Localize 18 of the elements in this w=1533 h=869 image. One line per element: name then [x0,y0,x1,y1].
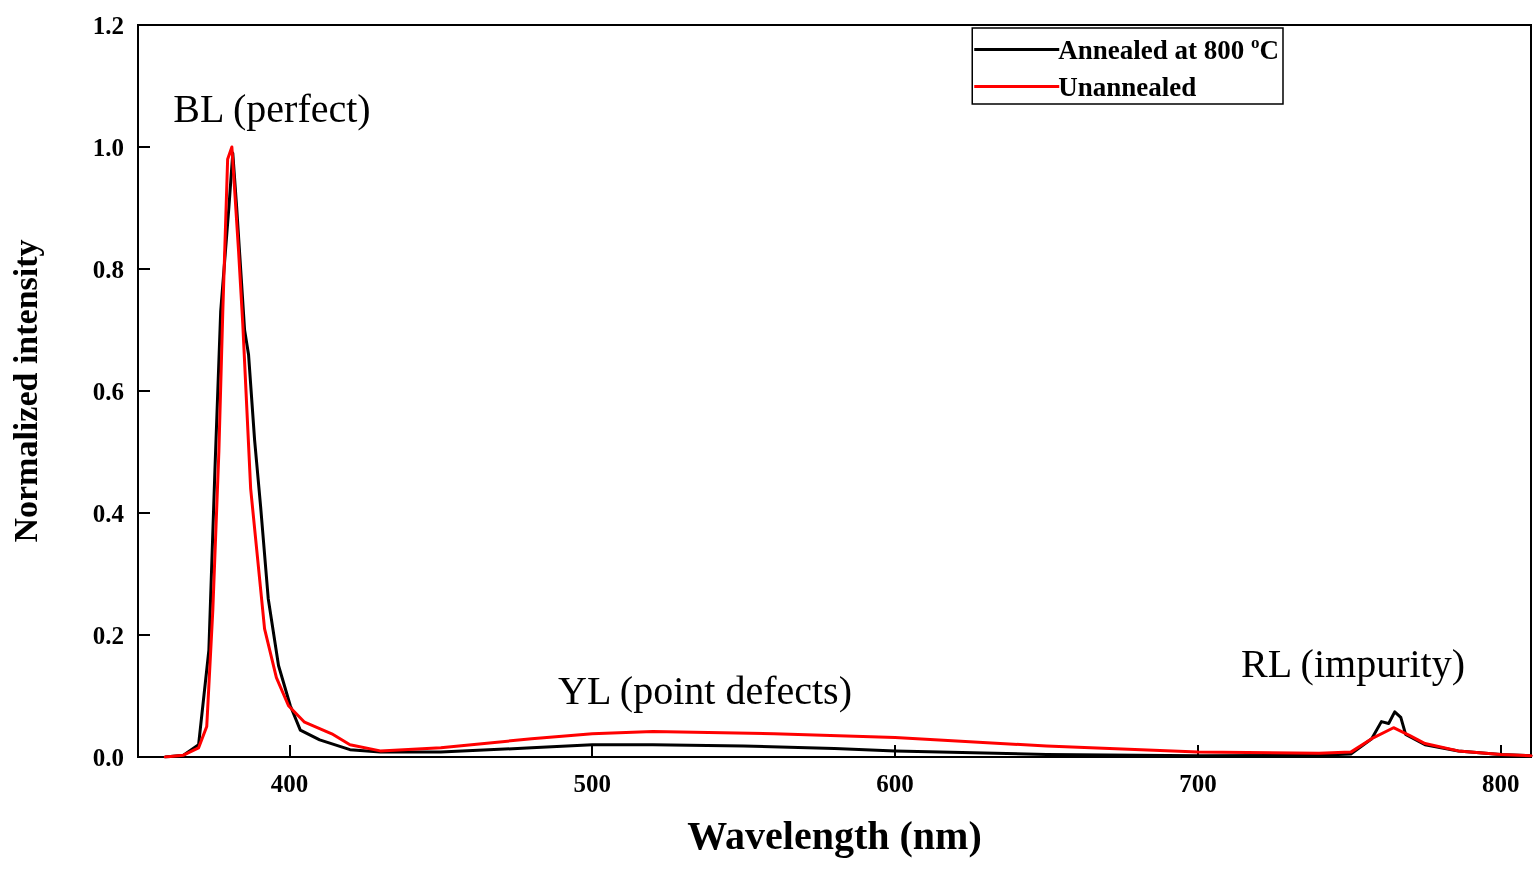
x-tick-label: 400 [270,770,309,797]
y-tick-label: 0.2 [92,621,124,649]
annotation: YL (point defects) [558,667,852,713]
x-tick-label: 500 [573,770,611,797]
y-tick-label: 1.2 [92,11,124,39]
y-tick-label: 1.0 [92,133,124,161]
y-axis-title: Normalized intensity [6,239,44,543]
annotation: BL (perfect) [173,85,371,131]
x-tick-label: 600 [876,770,914,797]
x-tick-label: 700 [1179,770,1217,797]
x-tick-label: 800 [1481,770,1520,797]
y-tick-label: 0.6 [92,377,124,405]
x-axis-title: Wavelength (nm) [687,812,982,858]
y-tick-label: 0.8 [92,255,124,283]
annotation: RL (impurity) [1240,640,1466,686]
legend-label: Unannealed [1058,71,1197,102]
y-tick-label: 0.4 [92,499,125,527]
y-tick-label: 0.0 [92,743,124,771]
